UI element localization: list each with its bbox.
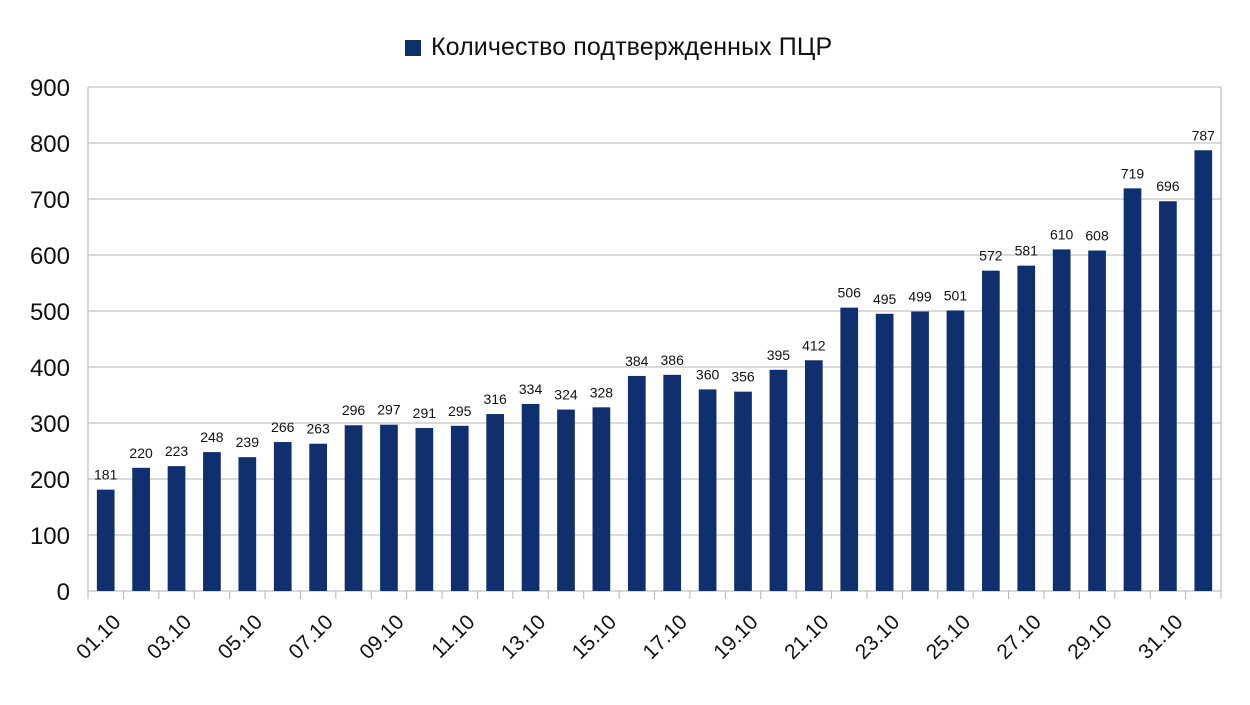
bar — [875, 313, 894, 591]
bar — [769, 369, 788, 591]
data-label: 291 — [413, 405, 437, 421]
data-label: 295 — [448, 403, 472, 419]
x-tick-label: 29.10 — [1063, 610, 1116, 663]
data-label: 506 — [838, 285, 862, 301]
bar — [203, 452, 221, 591]
x-tick-label: 03.10 — [143, 610, 196, 663]
data-label: 328 — [590, 384, 614, 400]
data-label: 360 — [696, 366, 720, 382]
data-label: 696 — [1156, 178, 1180, 194]
data-label: 239 — [236, 434, 260, 450]
data-label: 316 — [483, 391, 507, 407]
bar — [911, 311, 929, 591]
x-tick-label: 27.10 — [993, 610, 1046, 663]
x-tick-label: 13.10 — [497, 610, 550, 663]
x-tick-label: 07.10 — [284, 610, 337, 663]
y-tick-label: 200 — [30, 467, 70, 494]
legend-swatch — [405, 39, 421, 56]
bar — [592, 407, 611, 591]
bar — [1123, 188, 1142, 592]
data-label: 572 — [979, 248, 1003, 264]
data-label: 499 — [908, 289, 932, 305]
legend-label: Количество подтвержденных ПЦР — [431, 33, 833, 61]
data-label: 263 — [306, 421, 330, 437]
data-label: 608 — [1085, 228, 1109, 244]
bar — [1052, 249, 1071, 591]
bar — [627, 375, 646, 591]
bar — [734, 391, 752, 591]
data-label: 220 — [129, 445, 153, 461]
x-tick-label: 31.10 — [1134, 610, 1187, 663]
x-tick-label: 11.10 — [427, 610, 479, 662]
data-label: 581 — [1015, 243, 1039, 259]
y-tick-label: 700 — [30, 187, 70, 214]
data-label: 787 — [1192, 127, 1216, 143]
x-tick-label: 19.10 — [709, 610, 762, 663]
bar — [663, 374, 682, 591]
x-tick-label: 17.10 — [638, 610, 691, 663]
data-label: 296 — [342, 402, 366, 418]
bar — [132, 467, 150, 591]
x-tick-label: 05.10 — [214, 610, 267, 663]
y-tick-label: 500 — [30, 299, 70, 326]
bar — [167, 466, 186, 591]
data-label: 334 — [519, 381, 543, 397]
y-tick-label: 600 — [30, 243, 70, 270]
y-tick-label: 0 — [57, 579, 70, 606]
data-label: 324 — [554, 387, 578, 403]
bar — [344, 425, 363, 591]
y-tick-label: 900 — [30, 75, 70, 102]
bar — [1017, 265, 1036, 591]
x-tick-label: 01.10 — [72, 610, 125, 663]
y-tick-label: 800 — [30, 131, 70, 158]
bar — [309, 443, 327, 591]
data-label: 495 — [873, 291, 897, 307]
data-label: 356 — [731, 369, 755, 385]
bar — [486, 414, 505, 591]
data-label: 386 — [661, 352, 685, 368]
bar — [946, 310, 965, 591]
x-tick-label: 09.10 — [355, 610, 408, 663]
data-label: 223 — [165, 443, 189, 459]
data-label: 395 — [767, 347, 791, 363]
bar — [96, 489, 115, 591]
bar — [273, 442, 292, 591]
y-tick-label: 300 — [30, 411, 70, 438]
bar — [982, 270, 1000, 591]
bar — [698, 389, 717, 591]
bar — [557, 409, 575, 591]
bar — [840, 307, 859, 591]
x-tick-label: 23.10 — [851, 610, 904, 663]
bar — [521, 403, 540, 591]
bar — [380, 424, 398, 591]
bar — [450, 425, 469, 591]
x-tick-label: 25.10 — [922, 610, 975, 663]
x-tick-label: 15.10 — [568, 610, 621, 663]
data-label: 297 — [377, 402, 401, 418]
data-label: 181 — [94, 467, 118, 483]
data-label: 248 — [200, 429, 224, 445]
y-tick-label: 400 — [30, 355, 70, 382]
data-label: 266 — [271, 419, 295, 435]
bar — [1088, 250, 1106, 591]
bar — [1159, 201, 1177, 592]
y-tick-label: 100 — [30, 523, 70, 550]
x-tick-label: 21.10 — [780, 610, 833, 663]
bar — [415, 428, 434, 591]
data-label: 610 — [1050, 226, 1074, 242]
bar — [238, 457, 257, 591]
data-label: 719 — [1121, 165, 1145, 181]
data-label: 384 — [625, 353, 649, 369]
legend: Количество подтвержденных ПЦР — [405, 33, 832, 62]
data-label: 501 — [944, 287, 968, 303]
data-label: 412 — [802, 337, 826, 353]
bar — [1194, 150, 1213, 591]
bar — [804, 360, 823, 591]
